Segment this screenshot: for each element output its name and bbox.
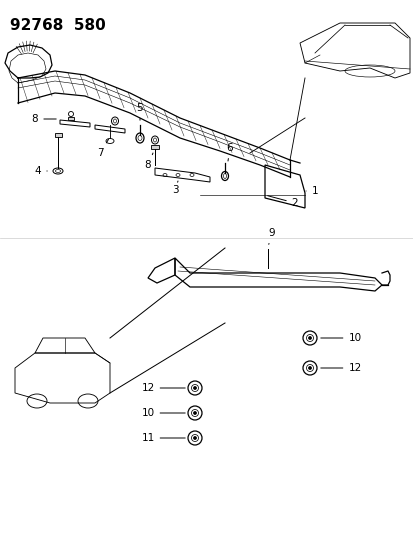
Text: 7: 7 <box>97 139 108 158</box>
Ellipse shape <box>308 367 311 369</box>
Text: 8: 8 <box>144 153 153 170</box>
Text: 6: 6 <box>226 143 233 161</box>
Text: 9: 9 <box>268 228 275 244</box>
Ellipse shape <box>308 336 311 340</box>
Text: 11: 11 <box>141 433 185 443</box>
Polygon shape <box>151 145 159 149</box>
Text: 8: 8 <box>32 114 56 124</box>
Text: 5: 5 <box>136 103 143 120</box>
Polygon shape <box>68 117 74 120</box>
Text: 2: 2 <box>267 196 298 208</box>
Text: 92768  580: 92768 580 <box>10 18 105 33</box>
Ellipse shape <box>193 437 196 440</box>
Text: 10: 10 <box>141 408 185 418</box>
Text: 12: 12 <box>320 363 361 373</box>
Text: 10: 10 <box>320 333 361 343</box>
Ellipse shape <box>193 411 196 415</box>
Text: 1: 1 <box>305 186 318 196</box>
Text: 4: 4 <box>35 166 47 176</box>
Text: 12: 12 <box>141 383 185 393</box>
Polygon shape <box>55 133 62 137</box>
Ellipse shape <box>193 386 196 390</box>
Text: 3: 3 <box>171 181 178 195</box>
